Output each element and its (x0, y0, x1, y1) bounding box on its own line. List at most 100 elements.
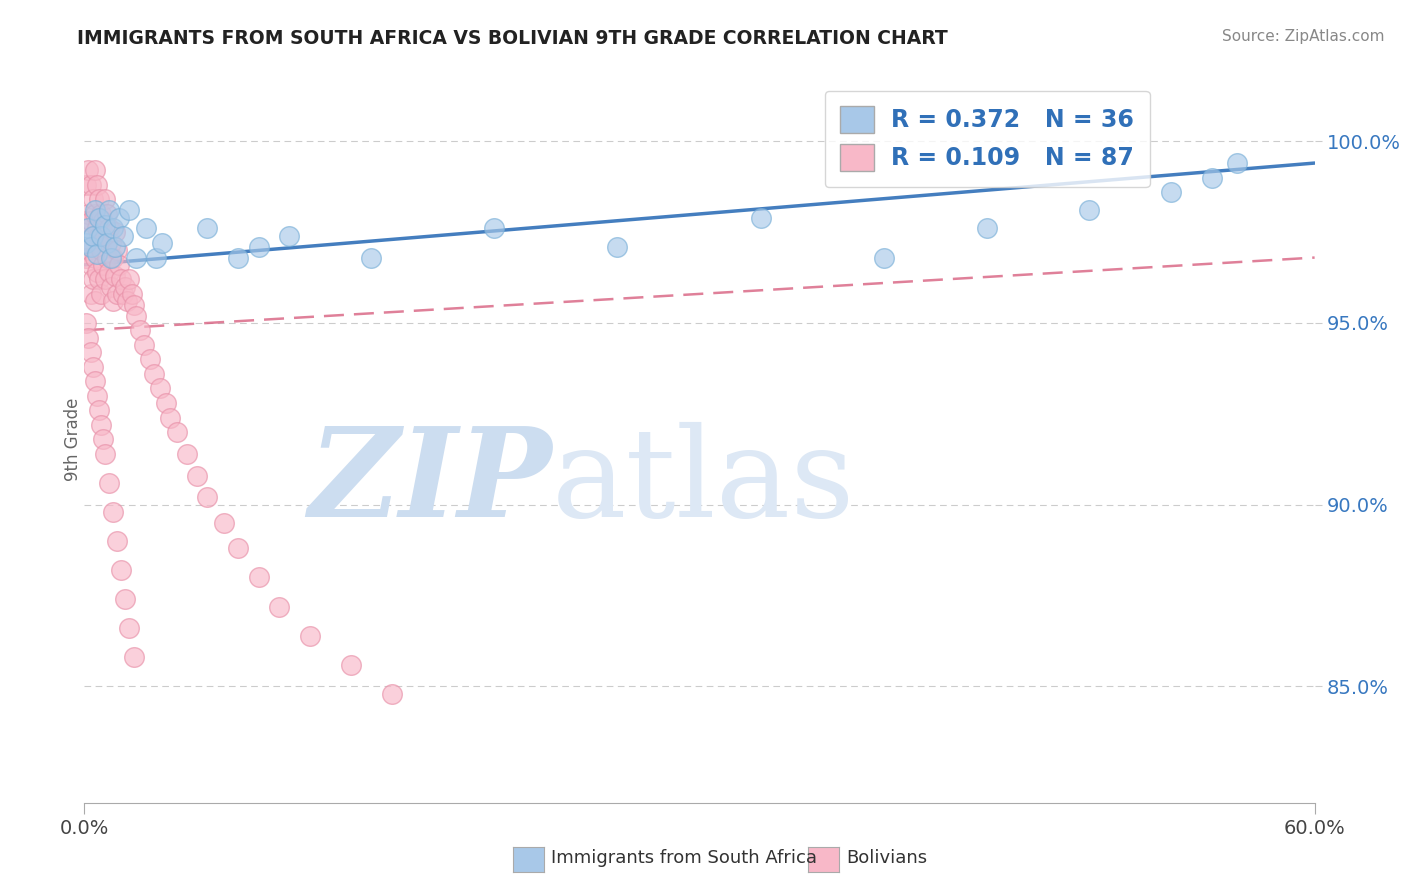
Point (86, 265, 108, 279)
Point (82, 228, 104, 243)
Point (96, 251, 118, 265)
Point (360, 251, 382, 265)
Point (100, 279, 122, 293)
Point (91, 432, 114, 446)
Point (112, 287, 135, 301)
Point (122, 298, 145, 312)
Point (186, 468, 208, 483)
Point (79, 287, 101, 301)
Point (90, 417, 112, 432)
Point (94, 447, 117, 461)
Point (90, 207, 112, 221)
Point (87, 228, 110, 243)
Point (87, 403, 110, 417)
Point (226, 251, 249, 265)
Point (82, 359, 104, 374)
Point (105, 287, 128, 301)
Point (212, 516, 235, 530)
Point (86, 221, 108, 235)
Point (101, 505, 124, 519)
Point (87, 272, 110, 286)
Point (269, 599, 291, 614)
Point (75, 235, 97, 250)
Point (101, 251, 124, 265)
Point (484, 221, 506, 235)
Text: Bolivians: Bolivians (846, 849, 928, 867)
Point (87, 193, 110, 207)
Point (75, 251, 97, 265)
Point (110, 563, 132, 577)
Point (79, 258, 101, 272)
Point (86, 247, 108, 261)
Point (98, 265, 120, 279)
Point (118, 621, 141, 635)
Point (94, 272, 117, 286)
Point (75, 178, 97, 192)
Point (101, 221, 124, 235)
Point (108, 258, 131, 272)
Point (79, 345, 101, 359)
Point (104, 240, 127, 254)
Point (82, 193, 104, 207)
Y-axis label: 9th Grade: 9th Grade (65, 398, 82, 481)
Point (155, 396, 177, 410)
Point (873, 251, 896, 265)
Point (79, 178, 101, 192)
Point (90, 244, 112, 258)
Point (381, 687, 404, 701)
Point (298, 629, 321, 643)
Point (79, 240, 101, 254)
Point (94, 193, 117, 207)
Point (749, 211, 772, 225)
Point (159, 410, 181, 425)
Point (114, 592, 136, 607)
Point (77, 207, 100, 221)
Point (77, 221, 100, 235)
Point (90, 228, 112, 243)
Point (82, 272, 104, 286)
Point (166, 425, 188, 439)
Point (124, 309, 146, 323)
Point (79, 214, 101, 228)
Point (90, 287, 112, 301)
Point (98, 221, 120, 235)
Point (82, 228, 104, 243)
Point (83, 251, 105, 265)
Point (94, 228, 117, 243)
Text: IMMIGRANTS FROM SOUTH AFRICA VS BOLIVIAN 9TH GRADE CORRELATION CHART: IMMIGRANTS FROM SOUTH AFRICA VS BOLIVIAN… (77, 29, 948, 47)
Text: atlas: atlas (553, 423, 855, 543)
Point (91, 214, 114, 228)
Point (108, 211, 131, 225)
Point (77, 330, 100, 344)
Point (149, 381, 172, 395)
Point (105, 244, 128, 258)
Point (83, 163, 105, 178)
Point (110, 272, 132, 286)
Point (91, 258, 114, 272)
Point (118, 272, 141, 286)
Point (104, 268, 127, 283)
Point (150, 235, 173, 250)
Point (226, 541, 249, 556)
Point (101, 294, 124, 309)
Point (83, 203, 105, 218)
Text: Immigrants from South Africa: Immigrants from South Africa (551, 849, 817, 867)
Point (86, 178, 108, 192)
Legend: R = 0.372   N = 36, R = 0.109   N = 87: R = 0.372 N = 36, R = 0.109 N = 87 (825, 91, 1150, 187)
Point (124, 251, 146, 265)
Text: Source: ZipAtlas.com: Source: ZipAtlas.com (1222, 29, 1385, 44)
Point (112, 228, 135, 243)
Point (121, 287, 143, 301)
Point (145, 251, 167, 265)
Point (77, 244, 100, 258)
Point (75, 214, 97, 228)
Point (143, 367, 166, 381)
Point (83, 294, 105, 309)
Text: ZIP: ZIP (308, 422, 553, 544)
Point (100, 235, 122, 250)
Point (128, 323, 150, 337)
Point (176, 447, 198, 461)
Point (122, 650, 145, 665)
Point (94, 218, 117, 232)
Point (139, 352, 162, 367)
